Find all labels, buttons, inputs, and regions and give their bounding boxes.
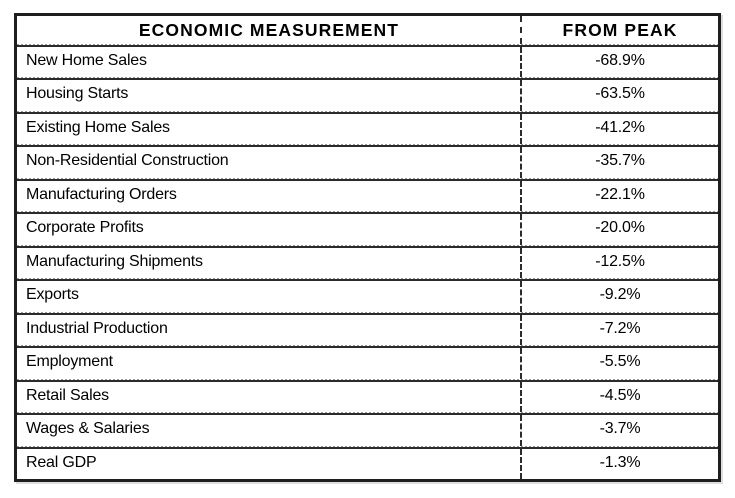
row-value: -22.1% <box>520 180 718 212</box>
table-header-row: ECONOMIC MEASUREMENT FROM PEAK <box>17 16 718 44</box>
row-separator <box>17 77 718 81</box>
table-row: Employment -5.5% <box>17 348 718 379</box>
row-separator <box>17 345 718 349</box>
table-row: New Home Sales -68.9% <box>17 47 718 78</box>
row-value: -5.5% <box>520 348 718 379</box>
row-separator <box>17 144 718 148</box>
row-label: Exports <box>26 286 79 304</box>
header-cell-from-peak: FROM PEAK <box>520 16 718 44</box>
row-separator <box>17 378 718 382</box>
table-row: Existing Home Sales -41.2% <box>17 113 718 145</box>
row-label: New Home Sales <box>26 52 147 69</box>
row-label: Employment <box>26 353 113 371</box>
economic-measurement-table: ECONOMIC MEASUREMENT FROM PEAK New Home … <box>14 13 721 482</box>
table-row: Real GDP -1.3% <box>17 448 718 480</box>
row-value: -20.0% <box>520 214 718 245</box>
header-cell-economic-measurement: ECONOMIC MEASUREMENT <box>138 20 400 40</box>
row-separator <box>17 110 718 114</box>
row-label: Real GDP <box>26 453 97 471</box>
row-separator <box>17 44 718 47</box>
row-label: Corporate Profits <box>26 219 144 237</box>
row-label: Retail Sales <box>26 386 109 404</box>
row-value: -68.9% <box>520 47 718 78</box>
row-label: Wages & Salaries <box>26 420 150 438</box>
row-separator <box>17 244 718 248</box>
row-separator <box>17 177 718 181</box>
table-row: Corporate Profits -20.0% <box>17 214 718 245</box>
table-row: Manufacturing Orders -22.1% <box>17 180 718 212</box>
row-value: -1.3% <box>520 448 718 480</box>
row-separator <box>17 278 718 282</box>
row-value: -12.5% <box>520 247 718 279</box>
row-value: -3.7% <box>520 415 718 446</box>
row-value: -9.2% <box>520 281 718 312</box>
table-row: Exports -9.2% <box>17 281 718 312</box>
row-value: -4.5% <box>520 381 718 413</box>
table-row: Industrial Production -7.2% <box>17 314 718 346</box>
row-label: Industrial Production <box>26 319 168 337</box>
row-label: Non-Residential Construction <box>26 152 229 170</box>
row-label: Housing Starts <box>26 85 129 103</box>
row-separator <box>17 445 718 449</box>
row-value: -7.2% <box>520 314 718 346</box>
row-separator <box>17 311 718 315</box>
row-value: -63.5% <box>520 80 718 111</box>
table-row: Manufacturing Shipments -12.5% <box>17 247 718 279</box>
table-row: Wages & Salaries -3.7% <box>17 415 718 446</box>
row-label: Existing Home Sales <box>26 118 170 136</box>
table-row: Retail Sales -4.5% <box>17 381 718 413</box>
row-value: -35.7% <box>520 147 718 178</box>
row-label: Manufacturing Orders <box>26 185 177 203</box>
row-label: Manufacturing Shipments <box>26 252 203 270</box>
row-separator <box>17 211 718 215</box>
table-row: Non-Residential Construction -35.7% <box>17 147 718 178</box>
table-row: Housing Starts -63.5% <box>17 80 718 111</box>
row-separator <box>17 412 718 416</box>
row-value: -41.2% <box>520 113 718 145</box>
